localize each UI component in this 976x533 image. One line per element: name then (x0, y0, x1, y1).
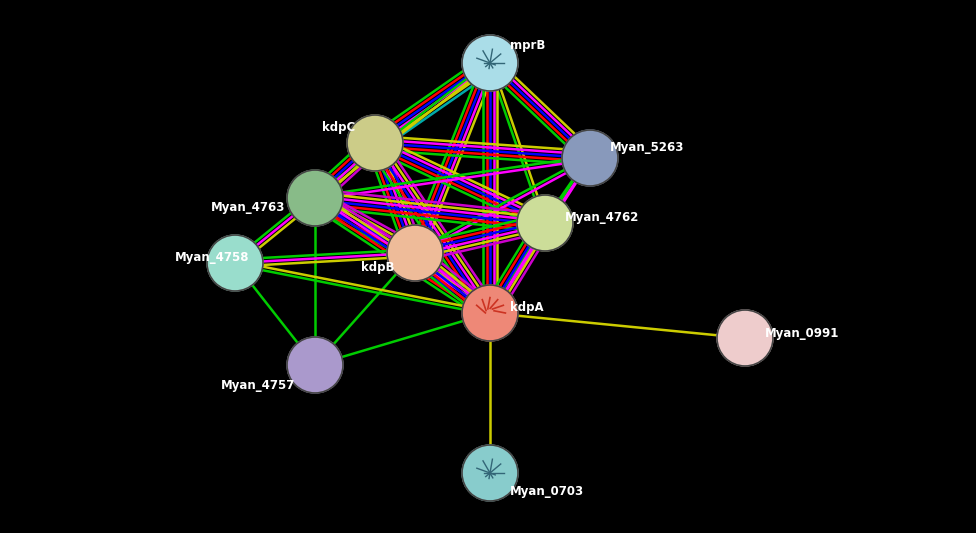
Circle shape (347, 115, 403, 171)
Circle shape (562, 130, 618, 186)
Text: kdpB: kdpB (361, 262, 395, 274)
Text: kdpC: kdpC (322, 122, 355, 134)
Text: Myan_4763: Myan_4763 (211, 201, 285, 214)
Circle shape (462, 285, 518, 341)
Circle shape (287, 170, 343, 226)
Text: kdpA: kdpA (510, 302, 544, 314)
Text: Myan_0991: Myan_0991 (765, 327, 839, 340)
Circle shape (717, 310, 773, 366)
Circle shape (462, 445, 518, 501)
Text: mprB: mprB (510, 38, 546, 52)
Circle shape (287, 337, 343, 393)
Text: Myan_4758: Myan_4758 (175, 252, 250, 264)
Circle shape (207, 235, 263, 291)
Circle shape (517, 195, 573, 251)
Text: Myan_0703: Myan_0703 (510, 484, 584, 497)
Text: Myan_4757: Myan_4757 (221, 378, 295, 392)
Text: Myan_4762: Myan_4762 (565, 212, 639, 224)
Circle shape (387, 225, 443, 281)
Text: Myan_5263: Myan_5263 (610, 141, 684, 155)
Circle shape (462, 35, 518, 91)
